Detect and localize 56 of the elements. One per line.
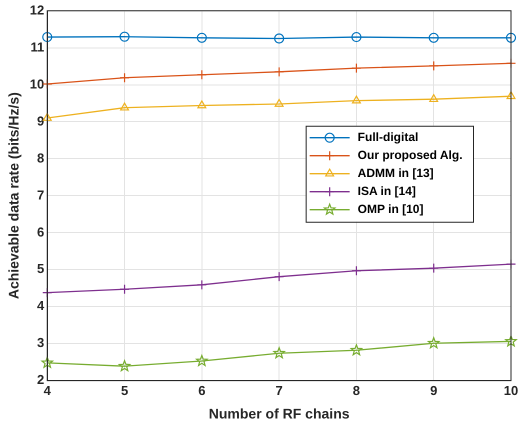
y-tick-label: 11 [30,39,44,54]
point [428,32,439,43]
point [274,272,284,282]
x-tick-label: 10 [504,382,518,398]
point [196,354,208,366]
point [350,344,362,356]
x-tick-label: 6 [198,382,206,398]
point [351,32,362,42]
point [428,263,439,274]
x-axis-title: Number of RF chains [208,405,350,422]
y-tick-label: 12 [30,2,44,18]
point [41,356,54,368]
point [351,63,362,74]
y-tick-label: 8 [37,150,44,166]
point [352,96,361,104]
point [120,102,130,111]
y-tick-label: 10 [30,76,44,92]
point [119,32,130,42]
point [273,347,285,358]
x-tick-label: 5 [120,382,128,398]
y-tick-label: 4 [37,298,46,314]
point [197,100,206,108]
point [351,266,362,276]
point [428,60,439,71]
legend-label: ADMM in [13] [358,166,434,180]
point [196,280,207,290]
point [118,360,130,372]
y-tick-label: 5 [37,261,44,276]
point [119,72,130,83]
point [274,33,284,44]
point [428,337,440,348]
point [119,284,130,294]
legend-label: Full-digital [358,130,418,144]
legend-label: ISA in [14] [358,184,416,198]
point [506,91,516,100]
point [42,287,52,298]
point [42,112,52,121]
point [196,32,207,43]
y-axis-title: Achievable data rate (bits/Hz/s) [5,92,22,300]
point [505,335,517,346]
y-tick-label: 7 [37,187,44,202]
point [196,70,207,80]
legend-label: Our proposed Alg. [358,148,463,162]
legend-label: OMP in [10] [358,202,424,216]
point [506,32,516,43]
y-tick-label: 2 [37,372,44,388]
point [42,32,52,42]
point [274,98,284,107]
y-tick-label: 9 [37,113,44,128]
x-tick-label: 8 [352,382,360,398]
y-tick-label: 6 [37,224,44,240]
y-tick-label: 3 [37,335,44,350]
point [429,94,438,102]
x-tick-label: 7 [276,382,283,398]
point [274,66,284,77]
x-tick-label: 9 [430,382,438,398]
